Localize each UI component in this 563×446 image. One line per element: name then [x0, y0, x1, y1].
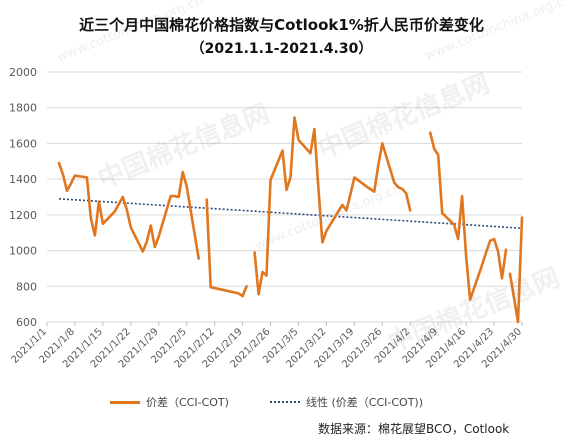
legend-swatch-solid — [110, 400, 140, 404]
y-tick-label: 1200 — [9, 209, 37, 222]
trend-line — [58, 197, 523, 230]
gridlines — [47, 71, 522, 323]
legend-item-trendline: 线性 (价差（CCI-COT)) — [270, 394, 423, 410]
y-tick-label: 800 — [16, 280, 37, 293]
series-line-segment — [57, 161, 200, 260]
trend-series — [58, 197, 523, 230]
x-axis-ticks: 2021/1/12021/1/82021/1/152021/1/222021/1… — [10, 322, 524, 370]
y-tick-label: 1400 — [9, 173, 37, 186]
legend-label: 价差（CCI-COT) — [146, 396, 229, 409]
legend-item-price-diff: 价差（CCI-COT) — [110, 394, 229, 410]
y-tick-label: 600 — [16, 316, 37, 329]
y-tick-label: 2000 — [9, 66, 37, 79]
legend-label: 线性 (价差（CCI-COT)) — [306, 396, 424, 409]
series-line-segment — [205, 198, 248, 298]
chart-subtitle: （2021.1.1-2021.4.30） — [190, 41, 373, 57]
price-diff-series — [57, 116, 524, 324]
legend-swatch-dotted — [270, 401, 300, 403]
series-line-segment — [253, 116, 412, 296]
series-line-segment — [428, 131, 508, 302]
chart-title: 近三个月中国棉花价格指数与Cotlook1%折人民币价差变化 — [79, 16, 484, 34]
source-note: 数据来源：棉花展望BCO，Cotlook — [318, 422, 510, 436]
y-tick-label: 1800 — [9, 102, 37, 115]
y-tick-label: 1000 — [9, 245, 37, 258]
series-line-segment — [508, 216, 524, 324]
y-tick-label: 1600 — [9, 137, 37, 150]
y-axis-ticks: 600 800 1000 1200 1400 1600 1800 2000 — [9, 66, 37, 329]
